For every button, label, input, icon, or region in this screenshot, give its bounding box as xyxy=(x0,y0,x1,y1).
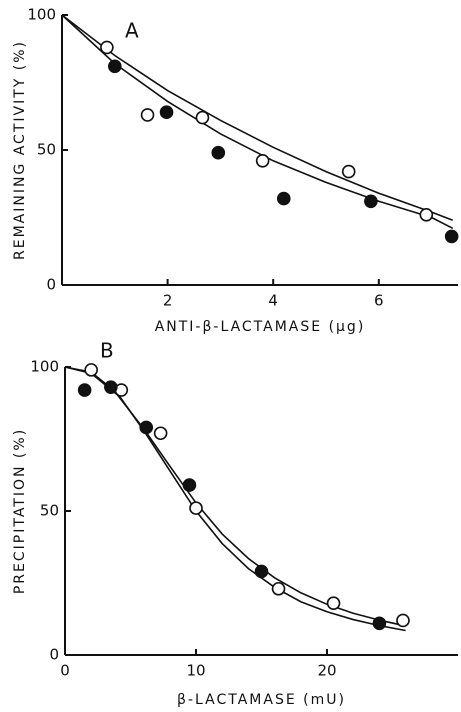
x-tick-label: 4 xyxy=(268,292,278,310)
panel-label: B xyxy=(100,339,114,363)
fit-curve xyxy=(61,14,454,221)
data-point xyxy=(372,616,387,631)
data-point xyxy=(271,581,286,596)
data-point xyxy=(189,501,203,515)
data-point xyxy=(211,145,226,160)
data-point xyxy=(254,564,269,579)
data-point xyxy=(255,154,270,168)
data-point xyxy=(341,164,356,179)
fit-curve xyxy=(61,14,454,230)
x-tick-label: 10 xyxy=(186,662,205,680)
data-point xyxy=(159,105,174,119)
fit-curve xyxy=(64,366,406,632)
data-point xyxy=(153,426,168,441)
data-point xyxy=(396,613,410,628)
x-axis-label: ANTI-β-LACTAMASE (μg) xyxy=(155,319,366,335)
data-point xyxy=(195,110,210,125)
x-tick-label: 0 xyxy=(60,662,70,680)
panel-label: A xyxy=(125,19,139,43)
x-tick-label: 2 xyxy=(163,292,173,310)
y-tick-label: 0 xyxy=(46,276,56,294)
x-tick-label: 20 xyxy=(317,662,336,680)
y-tick-label: 50 xyxy=(40,502,59,520)
data-point xyxy=(108,59,122,74)
data-point xyxy=(182,478,197,492)
y-tick-label: 100 xyxy=(27,6,56,24)
y-tick-label: 50 xyxy=(37,141,56,159)
data-point xyxy=(326,596,341,610)
y-tick-label: 100 xyxy=(30,358,59,376)
data-point xyxy=(84,363,98,377)
data-point xyxy=(140,108,155,122)
fit-curve xyxy=(64,366,406,627)
y-axis-label: REMAINING ACTIVITY (%) xyxy=(12,40,28,260)
x-axis-label: β-LACTAMASE (mU) xyxy=(177,692,346,708)
data-point xyxy=(104,380,118,394)
data-point xyxy=(419,208,434,222)
data-point xyxy=(364,194,378,209)
data-point xyxy=(444,229,459,244)
y-tick-label: 0 xyxy=(49,646,59,664)
data-point xyxy=(276,191,291,206)
data-point xyxy=(100,40,114,55)
data-point xyxy=(139,420,154,435)
x-tick-label: 6 xyxy=(374,292,384,310)
data-point xyxy=(77,383,92,397)
y-axis-label: PRECIPITATION (%) xyxy=(12,428,28,594)
